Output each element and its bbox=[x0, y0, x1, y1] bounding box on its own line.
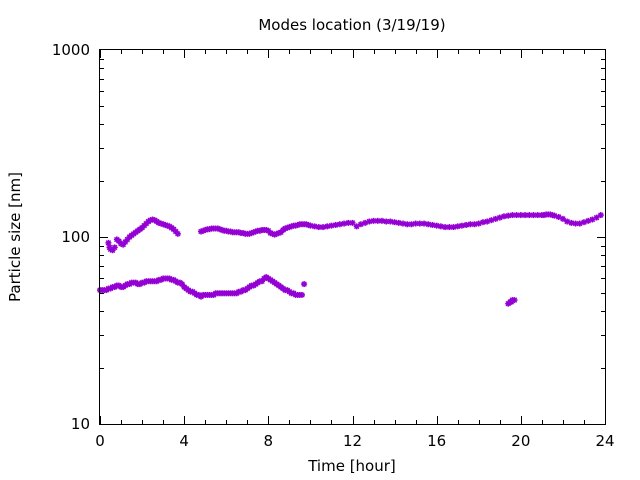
x-tick-label: 24 bbox=[595, 432, 614, 450]
lower-mode-point bbox=[299, 291, 305, 298]
upper-mode-point bbox=[366, 218, 373, 225]
plot-frame bbox=[99, 49, 606, 425]
x-tick-label: 16 bbox=[427, 432, 446, 450]
upper-mode-point bbox=[341, 220, 348, 227]
upper-mode-point bbox=[501, 213, 507, 220]
upper-mode-point bbox=[492, 215, 499, 222]
x-tick-label: 0 bbox=[95, 432, 105, 450]
upper-mode-point bbox=[111, 244, 118, 251]
x-tick-label: 8 bbox=[264, 432, 274, 450]
upper-mode-point bbox=[446, 224, 453, 231]
isolated-point bbox=[511, 297, 518, 304]
upper-mode-point bbox=[105, 239, 112, 246]
upper-mode-point bbox=[174, 230, 181, 237]
y-tick-label: 1000 bbox=[52, 41, 90, 59]
upper-mode-point bbox=[421, 220, 428, 227]
upper-mode-point bbox=[597, 212, 604, 219]
upper-mode-point bbox=[471, 221, 478, 228]
upper-mode-point bbox=[349, 219, 356, 226]
upper-mode-point bbox=[513, 212, 520, 219]
upper-mode-point bbox=[433, 222, 440, 229]
y-tick-label: 100 bbox=[61, 228, 90, 246]
upper-mode-point bbox=[416, 220, 423, 227]
x-tick-labels: 0 4 8 12 16 20 24 bbox=[95, 432, 614, 450]
x-tick-label: 20 bbox=[511, 432, 530, 450]
y-axis-label: Particle size [nm] bbox=[6, 172, 24, 302]
upper-mode-point bbox=[530, 212, 537, 219]
upper-mode-point bbox=[559, 215, 566, 222]
upper-mode-point bbox=[408, 221, 415, 228]
data-points bbox=[97, 211, 604, 307]
axis-ticks bbox=[100, 50, 606, 425]
upper-mode-point bbox=[593, 214, 600, 221]
y-tick-label: 10 bbox=[71, 415, 90, 433]
upper-mode-point bbox=[332, 221, 339, 228]
y-tick-labels: 10 100 1000 bbox=[52, 41, 90, 433]
upper-mode-point bbox=[572, 220, 579, 227]
upper-mode-point bbox=[378, 217, 385, 224]
chart-title: Modes location (3/19/19) bbox=[258, 16, 445, 34]
lower-mode-point bbox=[301, 281, 308, 288]
x-tick-label: 4 bbox=[179, 432, 189, 450]
x-tick-label: 12 bbox=[343, 432, 362, 450]
x-axis-label: Time [hour] bbox=[307, 457, 396, 475]
upper-mode-point bbox=[336, 221, 343, 228]
